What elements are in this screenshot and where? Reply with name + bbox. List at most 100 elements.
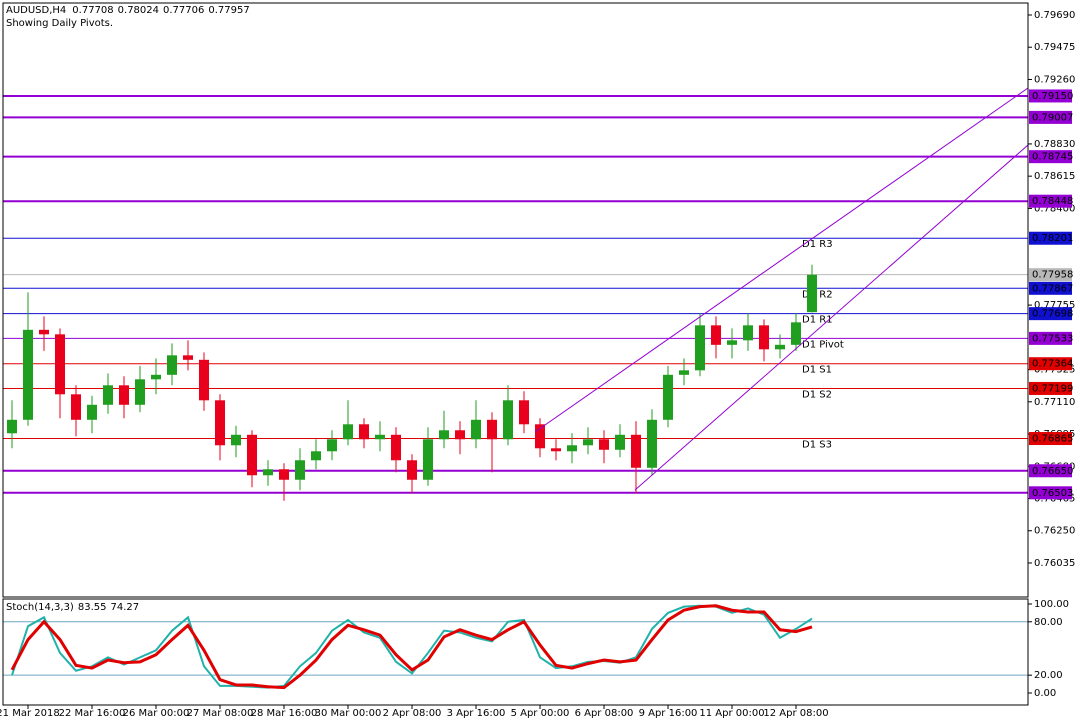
candle-body: [39, 329, 49, 335]
y-tick-label: 0.76250: [1034, 526, 1075, 537]
last-open: 0.77708: [72, 5, 113, 16]
last-close: 0.77957: [208, 5, 249, 16]
x-tick-label: 11 Apr 00:00: [699, 708, 764, 719]
level-price-label: 0.79150: [1032, 91, 1073, 102]
level-price-label: 0.77867: [1032, 283, 1073, 294]
candle-body: [455, 430, 465, 440]
level-price-label: 0.76503: [1032, 488, 1073, 499]
level-name: D1 Pivot: [802, 339, 844, 350]
level-price-label: 0.77698: [1032, 309, 1073, 320]
candle-body: [551, 448, 561, 452]
y-tick-label: 0.78830: [1034, 139, 1075, 150]
x-tick-label: 22 Mar 16:00: [59, 708, 126, 719]
level-name: D1 S3: [802, 440, 832, 451]
level-name: D1 R3: [802, 239, 833, 250]
chart-subtitle: Showing Daily Pivots.: [6, 18, 113, 29]
channel-line: [634, 144, 1029, 491]
candle-body: [359, 424, 369, 440]
candle-body: [311, 451, 321, 461]
candle-body: [647, 419, 657, 468]
stoch-title: Stoch(14,3,3) 83.55 74.27: [6, 602, 139, 613]
candle-body: [423, 439, 433, 480]
candle-body: [679, 370, 689, 375]
candle-body: [183, 355, 193, 360]
level-price-label: 0.77533: [1032, 333, 1073, 344]
level-name: D1 S2: [802, 389, 832, 400]
stoch-d: 74.27: [110, 602, 139, 613]
x-tick-label: 27 Mar 08:00: [187, 708, 254, 719]
level-price-box: [1029, 464, 1072, 478]
x-tick-label: 3 Apr 16:00: [447, 708, 506, 719]
candle-body: [119, 385, 129, 405]
channel-line: [534, 87, 1029, 433]
level-price-box: [1029, 381, 1072, 395]
candle-body: [519, 400, 529, 425]
y-tick-label: 0.77110: [1034, 397, 1075, 408]
level-price-label: 0.78448: [1032, 196, 1073, 207]
level-name: D1 R2: [802, 289, 833, 300]
y-tick-label: 80.00: [1034, 617, 1063, 628]
level-price-box: [1029, 150, 1072, 164]
stoch-frame: [2, 598, 1029, 706]
candle-body: [615, 434, 625, 450]
x-tick-label: 21 Mar 2018: [0, 708, 60, 719]
level-price-box: [1029, 486, 1072, 500]
candle-body: [711, 325, 721, 345]
stoch-name: Stoch(14,3,3): [6, 602, 74, 613]
y-tick-label: 0.78615: [1034, 171, 1075, 182]
candle-body: [215, 400, 225, 446]
x-tick-label: 6 Apr 08:00: [575, 708, 634, 719]
candle-body: [487, 419, 497, 440]
candle-body: [743, 325, 753, 341]
candle-body: [567, 445, 577, 452]
candle-body: [759, 325, 769, 350]
x-tick-label: 12 Apr 08:00: [763, 708, 828, 719]
x-tick-label: 5 Apr 00:00: [511, 708, 570, 719]
level-name: D1 R1: [802, 315, 833, 326]
level-price-label: 0.77958: [1032, 270, 1073, 281]
level-price-box: [1029, 307, 1072, 321]
level-price-label: 0.77364: [1032, 359, 1073, 370]
candle-body: [135, 379, 145, 405]
level-price-label: 0.78201: [1032, 233, 1073, 244]
level-price-box: [1029, 268, 1072, 282]
candle-body: [103, 385, 113, 405]
x-tick-label: 26 Mar 00:00: [123, 708, 190, 719]
level-price-label: 0.76650: [1032, 466, 1073, 477]
y-tick-label: 20.00: [1034, 670, 1063, 681]
candle-body: [7, 419, 17, 434]
candle-body: [407, 460, 417, 480]
level-price-box: [1029, 281, 1072, 295]
candle-body: [199, 359, 209, 401]
candle-body: [247, 434, 257, 476]
level-price-label: 0.79007: [1032, 112, 1073, 123]
candle-body: [263, 469, 273, 476]
y-tick-label: 0.79260: [1034, 74, 1075, 85]
y-tick-label: 0.77755: [1034, 300, 1075, 311]
candle-body: [295, 460, 305, 480]
candle-body: [343, 424, 353, 440]
y-tick-label: 0.79690: [1034, 10, 1075, 21]
y-tick-label: 0.78400: [1034, 203, 1075, 214]
level-price-box: [1029, 331, 1072, 345]
candle-body: [503, 400, 513, 440]
level-price-box: [1029, 357, 1072, 371]
chart-title: AUDUSD,H4 0.77708 0.78024 0.77706 0.77957: [6, 5, 250, 16]
price-panel: 0.79690 0.79475 0.79260 0.78830 0.78615 0.784…: [0, 10, 1075, 719]
last-high: 0.78024: [118, 5, 159, 16]
stoch-line: [11, 604, 813, 689]
candle-body: [23, 329, 33, 420]
candle-body: [807, 274, 817, 313]
x-tick-label: 2 Apr 08:00: [383, 708, 442, 719]
candle-body: [375, 434, 385, 440]
candle-body: [599, 439, 609, 450]
level-price-box: [1029, 110, 1072, 124]
y-tick-label: 0.76035: [1034, 558, 1075, 569]
candle-body: [791, 322, 801, 345]
stoch-line: [10, 604, 813, 690]
symbol: AUDUSD,H4: [6, 5, 66, 16]
candle-body: [663, 374, 673, 420]
